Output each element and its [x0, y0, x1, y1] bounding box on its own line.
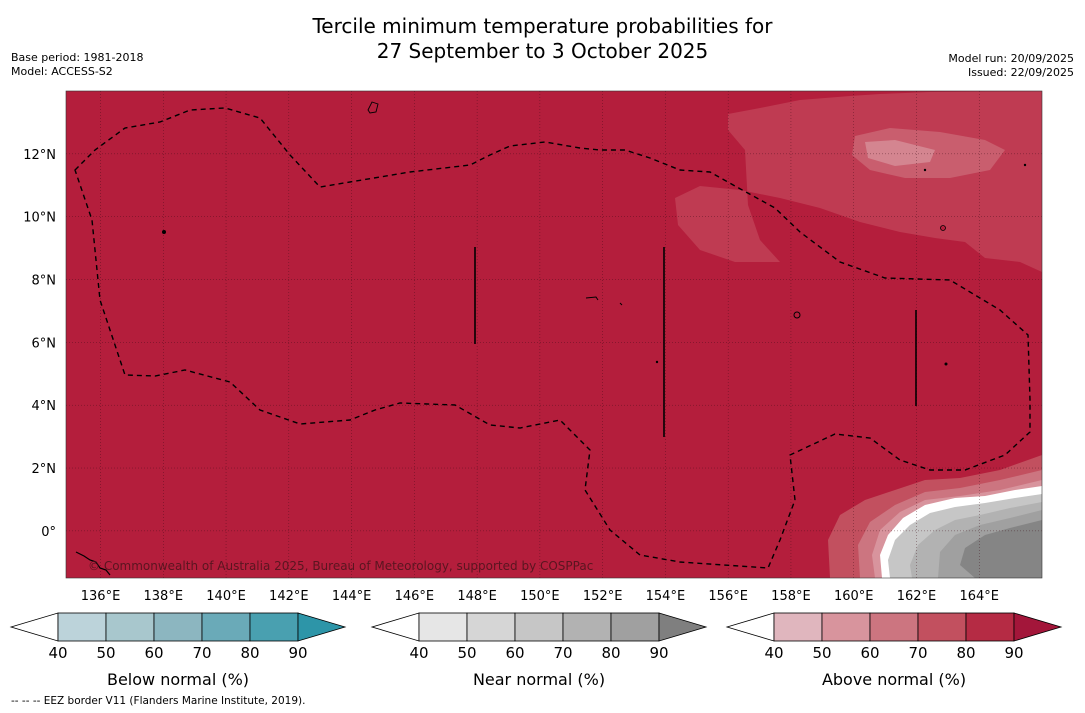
near-normal-region-90: [960, 520, 1042, 578]
island-dot: [655, 360, 659, 364]
lat-label: 10°N: [23, 211, 56, 226]
lat-label: 6°N: [32, 336, 57, 351]
colorbar-extend-high: [1013, 612, 1063, 642]
lon-label: 136°E: [81, 589, 121, 604]
footnote: -- -- -- EEZ border V11 (Flanders Marine…: [11, 695, 306, 707]
colorbar-tick-label: 90: [288, 644, 307, 662]
colorbar-tick-label: 40: [764, 644, 783, 662]
colorbar-tick-label: 80: [956, 644, 975, 662]
colorbar-tick-label: 90: [649, 644, 668, 662]
model-run: Model run: 20/09/2025: [948, 52, 1074, 65]
colorbar-extend-low: [725, 612, 775, 642]
map-panel: © Commonwealth of Australia 2025, Bureau…: [66, 91, 1042, 578]
latitude-labels: 12°N 10°N 8°N 6°N 4°N 2°N 0°: [23, 148, 56, 540]
lon-label: 156°E: [708, 589, 748, 604]
colorbar-tick-label: 60: [860, 644, 879, 662]
lon-label: 150°E: [520, 589, 560, 604]
colorbar-tick-label: 70: [192, 644, 211, 662]
colorbar-tick-label: 60: [505, 644, 524, 662]
copyright-text: © Commonwealth of Australia 2025, Bureau…: [88, 559, 593, 573]
meta-right: Model run: 20/09/2025 Issued: 22/09/2025: [948, 52, 1074, 80]
colorbar-tick-label: 80: [240, 644, 259, 662]
lon-label: 138°E: [144, 589, 184, 604]
colorbar-segment: [466, 612, 516, 642]
colorbar-segment: [869, 612, 919, 642]
colorbar-tick-label: 40: [409, 644, 428, 662]
colorbar-tick-label: 80: [601, 644, 620, 662]
title-line-2: 27 September to 3 October 2025: [376, 39, 709, 63]
colorbar-segment: [153, 612, 203, 642]
island-dot: [162, 230, 166, 234]
island-outline: [585, 296, 623, 306]
colorbar-title: Below normal (%): [107, 670, 249, 689]
model-name: Model: ACCESS-S2: [11, 65, 113, 78]
lon-label: 142°E: [269, 589, 309, 604]
island-outline: [75, 551, 111, 576]
colorbar-segment: [514, 612, 564, 642]
colorbar-extend-high: [658, 612, 708, 642]
colorbar-tick-label: 50: [812, 644, 831, 662]
island-ring: [793, 311, 801, 319]
colorbar-tick-label: 50: [96, 644, 115, 662]
colorbar-segment: [57, 612, 107, 642]
lon-label: 164°E: [959, 589, 999, 604]
colorbar-segment: [965, 612, 1015, 642]
island-dot: [923, 168, 927, 172]
colorbar-tick-label: 90: [1004, 644, 1023, 662]
lon-label: 146°E: [395, 589, 435, 604]
colorbar-segment: [418, 612, 468, 642]
colorbar-tick-label: 40: [48, 644, 67, 662]
lon-label: 158°E: [771, 589, 811, 604]
colorbar-tick-label: 70: [908, 644, 927, 662]
colorbar-segment: [201, 612, 251, 642]
meta-left: Base period: 1981-2018 Model: ACCESS-S2: [11, 51, 143, 79]
lat-label: 2°N: [32, 462, 57, 477]
prob-region-50: [865, 140, 935, 166]
longitude-labels: 136°E 138°E 140°E 142°E 144°E 146°E 148°E 150°E…: [81, 589, 999, 604]
island-dot: [944, 362, 948, 366]
colorbar-above-normal: 40 50 60 70 80 90 Above normal (%): [725, 612, 1063, 689]
colorbar-title: Above normal (%): [822, 670, 966, 689]
lon-label: 152°E: [583, 589, 623, 604]
lat-label: 0°: [41, 525, 56, 540]
map-frame: [65, 90, 1043, 579]
colorbar-near-normal: 40 50 60 70 80 90 Near normal (%): [370, 612, 708, 689]
colorbar-tick-label: 70: [553, 644, 572, 662]
eez-border: [74, 107, 1031, 569]
colorbar-extend-high: [297, 612, 347, 642]
issued-date: Issued: 22/09/2025: [967, 66, 1074, 79]
lon-label: 148°E: [457, 589, 497, 604]
colorbar-below-normal: 40 50 60 70 80 90 Below normal (%): [9, 612, 347, 689]
lon-label: 160°E: [834, 589, 874, 604]
colorbar-extend-low: [9, 612, 59, 642]
lon-label: 154°E: [646, 589, 686, 604]
colorbar-segment: [821, 612, 871, 642]
lat-label: 12°N: [23, 148, 56, 163]
colorbar-tick-label: 60: [144, 644, 163, 662]
colorbars: 40 50 60 70 80 90 Below normal (%) 40 50 60 70 80 90…: [9, 612, 1063, 689]
colorbar-extend-low: [370, 612, 420, 642]
lat-label: 4°N: [32, 399, 57, 414]
colorbar-segment: [773, 612, 823, 642]
colorbar-segment: [610, 612, 660, 642]
island-dot: [940, 225, 946, 231]
colorbar-title: Near normal (%): [473, 670, 605, 689]
lon-label: 144°E: [332, 589, 372, 604]
lon-label: 162°E: [897, 589, 937, 604]
colorbar-tick-label: 50: [457, 644, 476, 662]
base-period: Base period: 1981-2018: [11, 51, 144, 64]
lon-label: 140°E: [206, 589, 246, 604]
colorbar-segment: [562, 612, 612, 642]
colorbar-segment: [917, 612, 967, 642]
island-dot: [1023, 163, 1027, 167]
colorbar-segment: [105, 612, 155, 642]
lat-label: 8°N: [32, 274, 57, 289]
chart-title: Tercile minimum temperature probabilitie…: [0, 14, 1085, 64]
colorbar-segment: [249, 612, 299, 642]
island-outline: [367, 101, 379, 114]
title-line-1: Tercile minimum temperature probabilitie…: [312, 14, 773, 38]
